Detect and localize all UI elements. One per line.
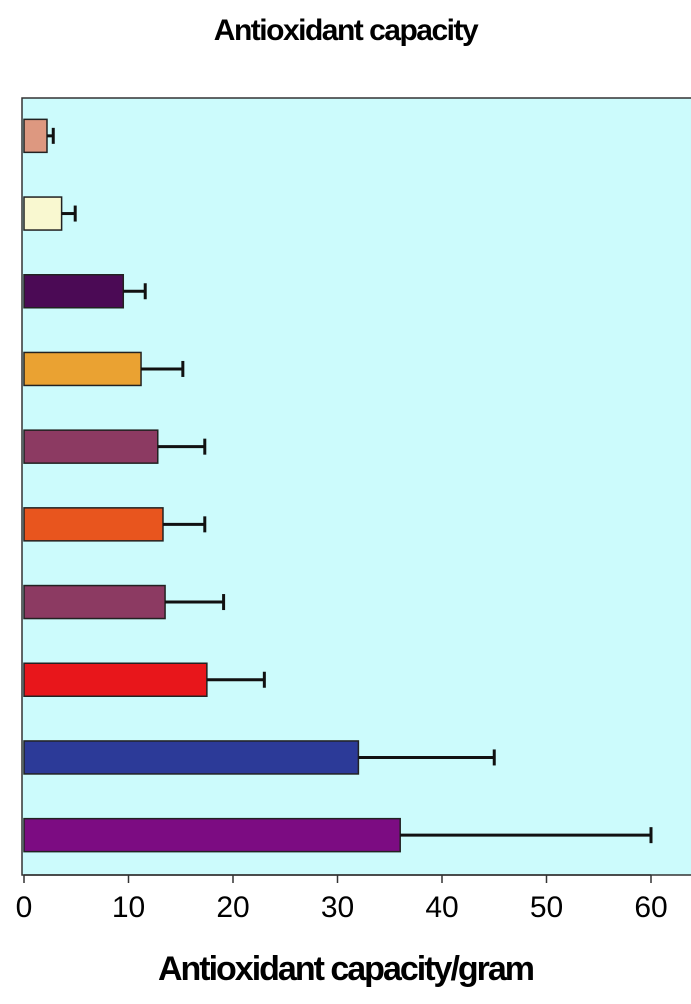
x-tick-label: 50 (530, 891, 563, 924)
bar (23, 196, 63, 231)
bar (23, 740, 360, 775)
bar (23, 584, 166, 620)
bar (23, 429, 159, 464)
x-tick-label: 20 (216, 891, 249, 924)
error-bars-layer (46, 127, 653, 844)
x-tick-label: 10 (112, 891, 145, 924)
x-tick-label: 30 (321, 891, 354, 924)
bar (23, 274, 125, 309)
plot-frame (21, 97, 691, 876)
bar-chart: 0 10 20 30 40 50 60 (16, 97, 691, 924)
x-tick-label: 60 (634, 891, 667, 924)
x-tick-label: 40 (425, 891, 458, 924)
bar (23, 351, 142, 387)
bar (23, 817, 401, 853)
x-axis-title: Antioxidant capacity/gram (157, 950, 535, 988)
x-axis: 0 10 20 30 40 50 60 (16, 874, 668, 924)
bars-layer (23, 118, 401, 853)
x-tick-label: 0 (16, 891, 33, 924)
bar (23, 507, 164, 542)
bar (23, 118, 48, 154)
chart-title: Antioxidant capacity (213, 14, 479, 47)
bar (23, 662, 208, 697)
